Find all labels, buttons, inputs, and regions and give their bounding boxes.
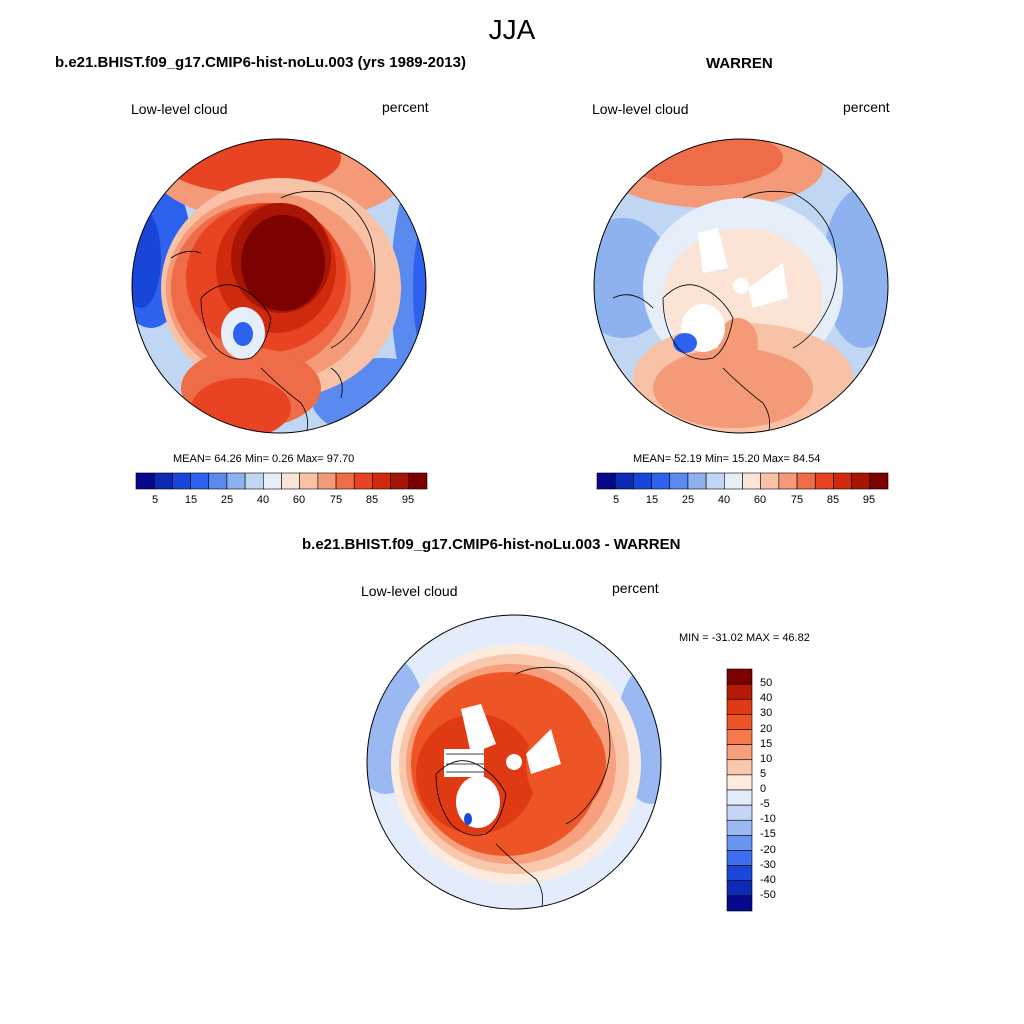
colorbar-swatch [633,472,652,490]
colorbar-swatch [726,774,753,791]
colorbar-swatch [299,472,319,490]
colorbar-swatch [726,698,753,715]
panel-1-units-label: percent [382,99,429,115]
colorbar-model-tick: 25 [220,494,234,506]
colorbar-swatch [263,472,282,490]
colorbar-swatch [135,472,155,490]
colorbar-swatch [353,472,373,490]
colorbar-difference-tick: -5 [760,798,770,811]
colorbar-difference-tick: -30 [760,858,776,871]
colorbar-swatch [335,472,355,490]
colorbar-swatch [172,472,191,490]
colorbar-swatch [190,472,210,490]
panel-2-title: WARREN [706,55,773,72]
colorbar-swatch [726,880,753,897]
colorbar-difference [726,668,753,912]
colorbar-difference-tick: 10 [760,752,773,765]
colorbar-swatch [726,714,753,730]
colorbar-swatch [317,472,337,490]
panel-2-units-label: percent [843,99,890,115]
colorbar-model [135,472,428,490]
colorbar-warren-tick: 85 [826,494,840,506]
colorbar-difference-tick: -50 [760,888,776,901]
map-warren-low-cloud [593,138,889,434]
colorbar-swatch [851,472,871,490]
colorbar-warren-tick: 25 [681,494,695,506]
panel-1-variable-label: Low-level cloud [131,101,228,117]
colorbar-swatch [724,472,743,490]
colorbar-swatch [726,759,753,776]
colorbar-swatch [614,472,634,490]
colorbar-swatch [726,804,753,821]
colorbar-swatch [760,472,780,490]
panel-3-title: b.e21.BHIST.f09_g17.CMIP6-hist-noLu.003 … [302,536,681,553]
map-model-low-cloud [131,138,427,434]
colorbar-model-tick: 85 [365,494,379,506]
colorbar-model-tick: 40 [256,494,270,506]
map-difference-low-cloud [366,614,662,910]
colorbar-swatch [742,472,761,490]
colorbar-difference-tick: -15 [760,828,776,841]
colorbar-swatch [726,865,753,882]
panel-2-variable-label: Low-level cloud [592,101,689,117]
colorbar-swatch [244,472,264,490]
main-title: JJA [488,14,536,45]
colorbar-difference-tick: 30 [760,707,773,720]
colorbar-swatch [390,472,410,490]
colorbar-warren-tick: 5 [612,494,620,506]
colorbar-swatch [687,472,707,490]
colorbar-warren-tick: 40 [717,494,731,506]
panel-1-title: b.e21.BHIST.f09_g17.CMIP6-hist-noLu.003 … [55,54,466,71]
colorbar-swatch [833,472,852,490]
colorbar-model-tick: 60 [292,494,306,506]
colorbar-swatch [669,472,689,490]
colorbar-difference-tick: 5 [760,767,767,780]
colorbar-difference-tick: 0 [760,783,767,795]
panel-1-stats: MEAN= 64.26 Min= 0.26 Max= 97.70 [173,453,355,465]
colorbar-swatch [726,683,753,700]
colorbar-swatch [869,472,889,490]
colorbar-swatch [726,819,753,836]
colorbar-swatch [226,472,246,490]
colorbar-warren-tick: 60 [753,494,767,506]
colorbar-difference-tick: -20 [760,843,776,856]
colorbar-warren [596,472,889,490]
colorbar-swatch [408,472,428,490]
colorbar-difference-tick: 20 [760,722,773,735]
colorbar-model-tick: 75 [329,494,343,506]
colorbar-swatch [208,472,228,490]
colorbar-swatch [726,729,753,745]
colorbar-difference-tick: 15 [760,737,773,750]
colorbar-swatch [726,744,753,761]
colorbar-swatch [281,472,300,490]
colorbar-swatch [153,472,173,490]
colorbar-swatch [372,472,391,490]
colorbar-difference-tick: -10 [760,813,776,826]
colorbar-model-tick: 95 [401,494,415,506]
colorbar-swatch [705,472,725,490]
colorbar-warren-tick: 15 [645,494,659,506]
colorbar-swatch [814,472,834,490]
colorbar-swatch [726,668,753,685]
colorbar-swatch [596,472,616,490]
colorbar-swatch [726,850,753,866]
panel-3-units-label: percent [612,580,659,596]
colorbar-swatch [651,472,671,490]
colorbar-model-tick: 15 [184,494,198,506]
colorbar-swatch [796,472,816,490]
colorbar-warren-tick: 75 [790,494,804,506]
colorbar-difference-tick: 50 [760,677,773,690]
panel-3-variable-label: Low-level cloud [361,583,458,599]
colorbar-swatch [726,835,753,851]
panel-2-stats: MEAN= 52.19 Min= 15.20 Max= 84.54 [633,453,821,465]
colorbar-swatch [726,895,753,912]
colorbar-swatch [778,472,798,490]
colorbar-swatch [726,789,753,806]
panel-3-stats: MIN = -31.02 MAX = 46.82 [679,632,810,644]
colorbar-difference-tick: -40 [760,873,776,886]
colorbar-model-tick: 5 [151,494,159,506]
colorbar-difference-tick: 40 [760,692,773,705]
colorbar-warren-tick: 95 [862,494,876,506]
